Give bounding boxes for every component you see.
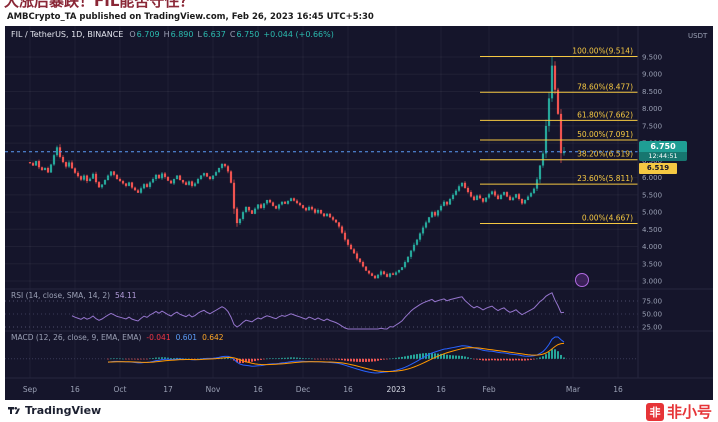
svg-text:16: 16 bbox=[613, 385, 623, 394]
rsi-title[interactable]: RSI (14, close, SMA, 14, 2) bbox=[11, 291, 111, 300]
macd-legend: MACD (12, 26, close, 9, EMA, EMA) -0.041… bbox=[11, 333, 224, 342]
svg-text:25.00: 25.00 bbox=[642, 324, 662, 332]
svg-text:8.000: 8.000 bbox=[642, 105, 662, 113]
ohlc-values: O6.709 H6.890 L6.637 C6.750 +0.044 (+0.66%) bbox=[129, 30, 338, 39]
open-value: 6.709 bbox=[136, 30, 160, 39]
svg-text:9.000: 9.000 bbox=[642, 71, 662, 79]
svg-text:Feb: Feb bbox=[482, 385, 496, 394]
rsi-value: 54.11 bbox=[115, 291, 137, 300]
time-axis[interactable]: Sep 16 Oct 17 Nov 16 Dec 16 2023 16 Feb Mar 16 bbox=[23, 385, 623, 394]
svg-text:8.500: 8.500 bbox=[642, 88, 662, 96]
svg-text:16: 16 bbox=[343, 385, 353, 394]
svg-text:6.000: 6.000 bbox=[642, 174, 662, 182]
fib-price-badge[interactable]: 6.519 bbox=[639, 163, 677, 174]
svg-text:100.00%(9.514): 100.00%(9.514) bbox=[572, 47, 633, 56]
svg-text:5.500: 5.500 bbox=[642, 191, 662, 199]
open-label: O bbox=[129, 30, 136, 39]
price-scale[interactable]: USDT9.5009.0008.5008.0007.5007.0006.5006… bbox=[642, 32, 708, 332]
last-price-badge[interactable]: 6.750 12:44:51 bbox=[639, 141, 687, 161]
tradingview-chart-panel[interactable]: 100.00%(9.514) 78.60%(8.477) 61.80%(7.662)… bbox=[5, 26, 713, 400]
low-value: 6.637 bbox=[202, 30, 226, 39]
svg-text:7.500: 7.500 bbox=[642, 122, 662, 130]
svg-text:50.00%(7.091): 50.00%(7.091) bbox=[577, 130, 633, 139]
macd-title[interactable]: MACD (12, 26, close, 9, EMA, EMA) bbox=[11, 333, 142, 342]
tradingview-logo-icon bbox=[8, 406, 20, 414]
publish-byline: AMBCrypto_TA published on TradingView.co… bbox=[7, 12, 374, 22]
svg-text:16: 16 bbox=[436, 385, 446, 394]
tradingview-label: TradingView bbox=[25, 403, 102, 417]
candlestick-series[interactable] bbox=[28, 56, 566, 280]
svg-text:16: 16 bbox=[253, 385, 263, 394]
clipped-article-title-text: 大涨后暴跌！FIL能否守住？ bbox=[4, 0, 195, 10]
footer-bar: TradingView 非 非小号 bbox=[0, 400, 718, 422]
pane-separators bbox=[5, 26, 713, 379]
rsi-pane[interactable] bbox=[5, 292, 638, 330]
close-label: C bbox=[229, 30, 236, 39]
bar-countdown: 12:44:51 bbox=[639, 152, 687, 161]
grid-lines bbox=[5, 26, 638, 378]
last-price-value: 6.750 bbox=[650, 142, 676, 151]
tradingview-attribution[interactable]: TradingView bbox=[7, 403, 101, 417]
svg-text:16: 16 bbox=[70, 385, 80, 394]
macd-pane[interactable] bbox=[5, 336, 638, 374]
svg-text:3.500: 3.500 bbox=[642, 260, 662, 268]
close-value: 6.750 bbox=[236, 30, 260, 39]
svg-text:Sep: Sep bbox=[23, 385, 37, 394]
idea-marker-icon[interactable] bbox=[575, 273, 589, 287]
symbol-legend: FIL / TetherUS, 1D, BINANCE O6.709 H6.890… bbox=[11, 30, 338, 39]
high-label: H bbox=[163, 30, 170, 39]
svg-text:78.60%(8.477): 78.60%(8.477) bbox=[577, 82, 633, 91]
low-label: L bbox=[197, 30, 202, 39]
svg-text:Oct: Oct bbox=[114, 385, 127, 394]
svg-text:2023: 2023 bbox=[386, 385, 405, 394]
svg-text:Nov: Nov bbox=[206, 385, 221, 394]
svg-text:5.000: 5.000 bbox=[642, 209, 662, 217]
feixiaohao-label: 非小号 bbox=[666, 403, 712, 421]
feixiaohao-watermark: 非 非小号 bbox=[645, 401, 712, 422]
high-value: 6.890 bbox=[170, 30, 194, 39]
svg-text:9.500: 9.500 bbox=[642, 54, 662, 62]
svg-text:Mar: Mar bbox=[566, 385, 581, 394]
svg-text:4.500: 4.500 bbox=[642, 226, 662, 234]
macd-signal-value: 0.642 bbox=[202, 333, 224, 342]
svg-text:61.80%(7.662): 61.80%(7.662) bbox=[577, 110, 633, 119]
svg-text:Dec: Dec bbox=[296, 385, 311, 394]
feixiaohao-logo-icon: 非 bbox=[645, 402, 664, 421]
svg-text:4.000: 4.000 bbox=[642, 243, 662, 251]
chart-canvas[interactable]: 100.00%(9.514) 78.60%(8.477) 61.80%(7.662)… bbox=[5, 26, 713, 400]
svg-text:23.60%(5.811): 23.60%(5.811) bbox=[577, 174, 633, 183]
symbol-title[interactable]: FIL / TetherUS, 1D, BINANCE bbox=[11, 30, 124, 39]
change-value: +0.044 (+0.66%) bbox=[263, 30, 334, 39]
clipped-article-title: 大涨后暴跌！FIL能否守住？ bbox=[4, 0, 194, 10]
svg-text:50.00: 50.00 bbox=[642, 311, 662, 319]
svg-text:3.000: 3.000 bbox=[642, 277, 662, 285]
macd-hist-value: -0.041 bbox=[146, 333, 171, 342]
fib-retracement[interactable]: 100.00%(9.514) 78.60%(8.477) 61.80%(7.662)… bbox=[480, 47, 638, 225]
svg-text:38.20%(6.519): 38.20%(6.519) bbox=[577, 150, 633, 159]
svg-text:USDT: USDT bbox=[688, 32, 708, 40]
rsi-legend: RSI (14, close, SMA, 14, 2) 54.11 bbox=[11, 291, 137, 300]
macd-line-value: 0.601 bbox=[175, 333, 198, 342]
svg-text:17: 17 bbox=[163, 385, 173, 394]
svg-text:75.00: 75.00 bbox=[642, 298, 662, 306]
svg-text:0.00%(4.667): 0.00%(4.667) bbox=[582, 214, 633, 223]
